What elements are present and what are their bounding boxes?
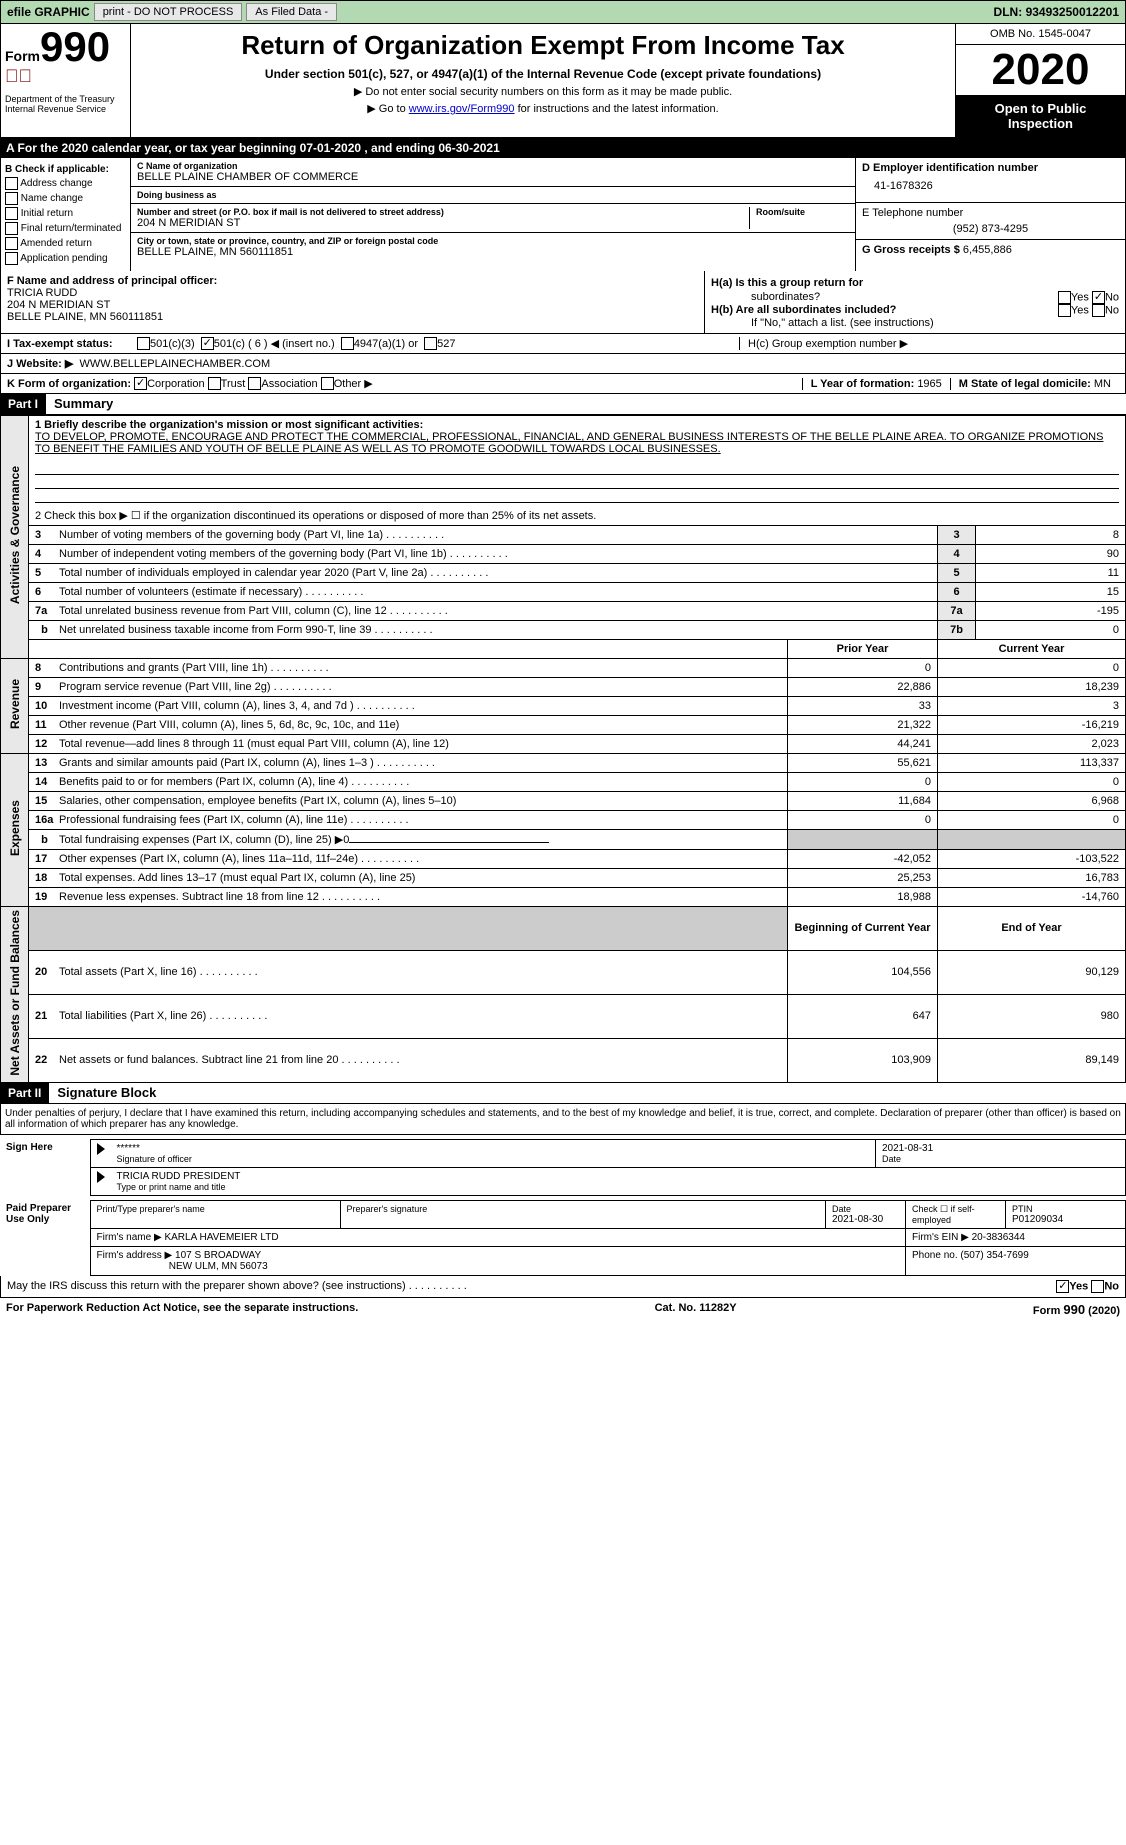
form-title: Return of Organization Exempt From Incom…: [137, 30, 949, 61]
dba-box: Doing business as: [131, 187, 855, 204]
summary-table: Activities & Governance 1 Briefly descri…: [0, 415, 1126, 1083]
dln: DLN: 93493250012201: [994, 5, 1123, 19]
table-row: 18Total expenses. Add lines 13–17 (must …: [1, 869, 1126, 888]
vert-netassets: Net Assets or Fund Balances: [8, 910, 22, 1076]
signature-block: Under penalties of perjury, I declare th…: [0, 1104, 1126, 1135]
section-bcdeg: B Check if applicable: Address change Na…: [0, 158, 1126, 271]
discuss-row: May the IRS discuss this return with the…: [0, 1276, 1126, 1298]
section-fh: F Name and address of principal officer:…: [0, 271, 1126, 334]
col-b-checkboxes: B Check if applicable: Address change Na…: [1, 158, 131, 271]
city-box: City or town, state or province, country…: [131, 233, 855, 261]
part-2-header: Part IISignature Block: [0, 1083, 1126, 1104]
table-row: 20Total assets (Part X, line 16)104,5569…: [1, 950, 1126, 994]
sign-here-table: Sign Here ****** Signature of officer 20…: [0, 1139, 1126, 1196]
row-j: J Website: ▶ WWW.BELLEPLAINECHAMBER.COM: [0, 354, 1126, 374]
table-row: 7aTotal unrelated business revenue from …: [1, 602, 1126, 621]
table-row: bNet unrelated business taxable income f…: [1, 621, 1126, 640]
irs-link[interactable]: www.irs.gov/Form990: [409, 103, 515, 115]
vert-revenue: Revenue: [8, 679, 22, 729]
principal-officer: F Name and address of principal officer:…: [1, 271, 705, 333]
footer: For Paperwork Reduction Act Notice, see …: [0, 1298, 1126, 1321]
ein-box: D Employer identification number 41-1678…: [856, 158, 1125, 203]
asfiled-button[interactable]: As Filed Data -: [246, 3, 337, 21]
form-note-1: ▶ Do not enter social security numbers o…: [137, 85, 949, 98]
vert-activities: Activities & Governance: [8, 466, 22, 604]
table-row: 10Investment income (Part VIII, column (…: [1, 697, 1126, 716]
form-header: Form990 ✎⃝ Department of the TreasuryInt…: [0, 24, 1126, 138]
vert-expenses: Expenses: [8, 800, 22, 856]
phone-box: E Telephone number (952) 873-4295: [856, 203, 1125, 240]
toolbar: efile GRAPHIC print - DO NOT PROCESS As …: [0, 0, 1126, 24]
mission-text: TO DEVELOP, PROMOTE, ENCOURAGE AND PROTE…: [35, 431, 1103, 455]
table-row: 11Other revenue (Part VIII, column (A), …: [1, 716, 1126, 735]
dept-label: Department of the TreasuryInternal Reven…: [5, 95, 126, 115]
table-row: 9Program service revenue (Part VIII, lin…: [1, 678, 1126, 697]
print-button[interactable]: print - DO NOT PROCESS: [94, 3, 243, 21]
table-row: 5Total number of individuals employed in…: [1, 564, 1126, 583]
form-number: Form990: [5, 28, 126, 66]
row-i: I Tax-exempt status: 501(c)(3) ✓ 501(c) …: [0, 334, 1126, 354]
table-row: 16aProfessional fundraising fees (Part I…: [1, 811, 1126, 830]
omb-number: OMB No. 1545-0047: [955, 24, 1125, 45]
table-row: 6Total number of volunteers (estimate if…: [1, 583, 1126, 602]
table-row: 17Other expenses (Part IX, column (A), l…: [1, 850, 1126, 869]
efile-label: efile GRAPHIC: [7, 5, 90, 19]
form-note-2: ▶ Go to www.irs.gov/Form990 for instruct…: [137, 102, 949, 115]
table-row: 22Net assets or fund balances. Subtract …: [1, 1038, 1126, 1082]
table-row: 14Benefits paid to or for members (Part …: [1, 773, 1126, 792]
table-row: bTotal fundraising expenses (Part IX, co…: [1, 830, 1126, 850]
table-row: 21Total liabilities (Part X, line 26)647…: [1, 994, 1126, 1038]
table-row: 12Total revenue—add lines 8 through 11 (…: [1, 735, 1126, 754]
address-box: Number and street (or P.O. box if mail i…: [131, 204, 855, 233]
preparer-table: Paid Preparer Use Only Print/Type prepar…: [0, 1200, 1126, 1276]
inspection-badge: Open to PublicInspection: [955, 95, 1125, 137]
form-subtitle: Under section 501(c), 527, or 4947(a)(1)…: [137, 67, 949, 81]
gross-receipts: G Gross receipts $ 6,455,886: [856, 240, 1125, 260]
row-klm: K Form of organization: ✓ Corporation Tr…: [0, 374, 1126, 394]
group-return: H(a) Is this a group return for subordin…: [705, 271, 1125, 333]
table-row: 4Number of independent voting members of…: [1, 545, 1126, 564]
tax-year: 2020: [955, 45, 1125, 95]
table-row: 3Number of voting members of the governi…: [1, 526, 1126, 545]
table-row: 19Revenue less expenses. Subtract line 1…: [1, 888, 1126, 907]
table-row: 15Salaries, other compensation, employee…: [1, 792, 1126, 811]
row-a-taxyear: A For the 2020 calendar year, or tax yea…: [0, 138, 1126, 158]
part-1-header: Part ISummary: [0, 394, 1126, 415]
org-name-box: C Name of organization BELLE PLAINE CHAM…: [131, 158, 855, 187]
